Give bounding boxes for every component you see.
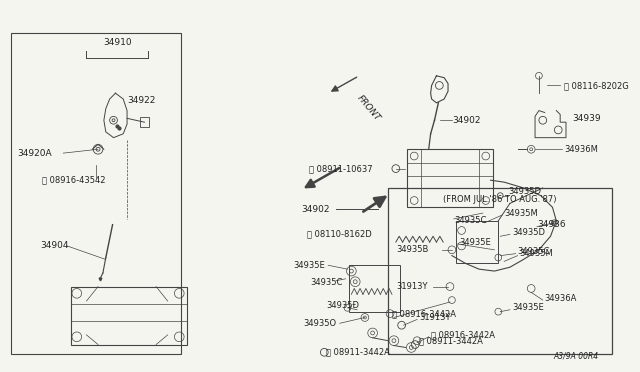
Text: Ⓥ 08916-3442A: Ⓥ 08916-3442A — [392, 309, 456, 318]
Text: 31913Y: 31913Y — [396, 282, 428, 291]
Text: Ⓡ 08916-3442A: Ⓡ 08916-3442A — [431, 330, 495, 339]
Bar — [140, 117, 149, 127]
Text: 34936A: 34936A — [545, 294, 577, 303]
Text: 34920A: 34920A — [17, 149, 51, 158]
Text: 34936M: 34936M — [564, 145, 598, 154]
Bar — [71, 286, 187, 344]
Text: 34935M: 34935M — [504, 209, 538, 218]
Text: Ⓑ 08116-8202G: Ⓑ 08116-8202G — [564, 81, 628, 90]
Bar — [349, 265, 400, 312]
Text: A3/9A 00R4: A3/9A 00R4 — [554, 352, 599, 360]
Text: 34935M: 34935M — [520, 249, 554, 258]
Text: 34935O: 34935O — [303, 319, 336, 328]
Text: 34935Đ: 34935Đ — [326, 301, 359, 310]
Text: 34935E: 34935E — [293, 261, 325, 270]
Text: 34935B: 34935B — [396, 245, 428, 254]
Text: 34935C: 34935C — [518, 247, 550, 256]
Text: 34935E: 34935E — [512, 303, 543, 312]
Text: 34935D: 34935D — [508, 187, 541, 196]
Text: 34904: 34904 — [40, 241, 68, 250]
Bar — [388, 188, 612, 354]
Text: 34935E: 34935E — [460, 238, 492, 247]
Text: 34902: 34902 — [301, 205, 330, 214]
Text: 34935C: 34935C — [454, 216, 486, 225]
Bar — [408, 149, 493, 207]
Text: 34939: 34939 — [572, 114, 600, 123]
Text: FRONT: FRONT — [355, 93, 382, 122]
Text: 34936: 34936 — [537, 220, 566, 229]
Text: Ⓥ 08916-43542: Ⓥ 08916-43542 — [42, 176, 106, 185]
Bar — [456, 221, 499, 263]
Text: 34935D: 34935D — [512, 228, 545, 237]
Text: Ⓝ 08911-3442A: Ⓝ 08911-3442A — [419, 336, 483, 345]
Text: (FROM JUL.'86 TO AUG.'87): (FROM JUL.'86 TO AUG.'87) — [444, 195, 557, 204]
Text: 34922: 34922 — [127, 96, 156, 105]
Text: Ⓝ 08911-3442A: Ⓝ 08911-3442A — [326, 348, 390, 357]
Text: 34902: 34902 — [452, 116, 481, 125]
Text: 34910: 34910 — [103, 38, 132, 47]
Text: Ⓝ 08911-10637: Ⓝ 08911-10637 — [309, 164, 372, 173]
Bar — [11, 33, 181, 354]
Text: 31913Y: 31913Y — [419, 313, 451, 322]
Text: 34935C: 34935C — [311, 278, 343, 287]
Text: Ⓑ 08110-8162D: Ⓑ 08110-8162D — [307, 230, 372, 239]
